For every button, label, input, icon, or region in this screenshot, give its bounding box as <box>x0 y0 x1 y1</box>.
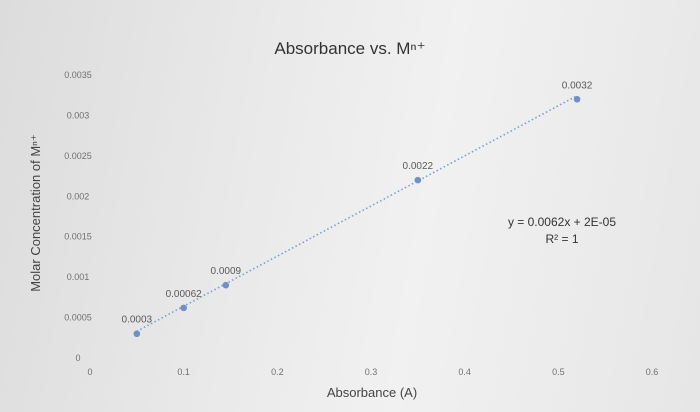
trendline <box>136 94 578 333</box>
r-squared-label: R² = 1 <box>545 232 578 246</box>
x-tick-label: 0.5 <box>552 367 565 377</box>
y-tick-label: 0.0005 <box>64 313 92 323</box>
data-point <box>222 281 230 289</box>
data-label: 0.00062 <box>166 289 203 300</box>
data-labels: 0.0003 0.00062 0.0009 0.0022 0.0032 <box>122 80 593 325</box>
y-tick-label: 0 <box>75 353 80 363</box>
y-tick-label: 0.0015 <box>64 232 92 242</box>
trendline-equation: y = 0.0062x + 2E-05 <box>508 215 616 229</box>
y-tick-label: 0.0035 <box>64 70 92 80</box>
data-label: 0.0003 <box>122 315 153 326</box>
y-tick-label: 0.001 <box>67 272 90 282</box>
x-tick-label: 0.6 <box>646 367 659 377</box>
data-label: 0.0032 <box>562 80 593 91</box>
y-tick-label: 0.002 <box>67 191 90 201</box>
x-axis-title: Absorbance (A) <box>327 385 417 400</box>
y-axis-ticks: 0 0.0005 0.001 0.0015 0.002 0.0025 0.003 0.0035 <box>64 70 92 363</box>
data-point <box>414 176 422 184</box>
data-label: 0.0009 <box>211 266 242 277</box>
data-point <box>573 95 581 103</box>
x-tick-label: 0.4 <box>458 367 471 377</box>
y-axis-title: Molar Concentration of Mⁿ⁺ <box>28 134 43 292</box>
y-tick-label: 0.003 <box>67 110 90 120</box>
x-axis-ticks: 0 0.1 0.2 0.3 0.4 0.5 0.6 <box>87 367 658 377</box>
y-tick-label: 0.0025 <box>64 151 92 161</box>
data-points <box>133 95 581 338</box>
chart-title: Absorbance vs. Mⁿ⁺ <box>274 39 425 58</box>
x-tick-label: 0.1 <box>177 367 190 377</box>
data-point <box>133 330 141 338</box>
data-point <box>180 304 187 312</box>
data-label: 0.0022 <box>403 161 434 172</box>
x-tick-label: 0 <box>87 367 92 377</box>
x-tick-label: 0.3 <box>365 367 378 377</box>
x-tick-label: 0.2 <box>271 367 284 377</box>
